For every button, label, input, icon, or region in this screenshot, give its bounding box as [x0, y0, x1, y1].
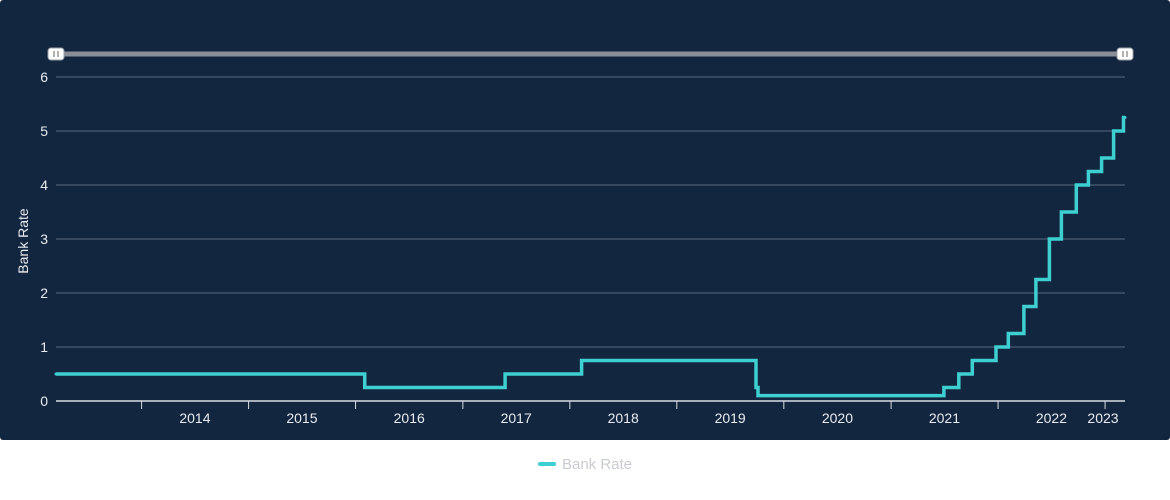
chart-panel: 0 1 2 3 4 5 6 2014 2015 2016 2017 2018 2019 2020 2021 2… [0, 0, 1170, 440]
x-tick-label: 2017 [501, 410, 532, 426]
x-tick-label: 2020 [822, 410, 853, 426]
x-tick-label: 2019 [715, 410, 746, 426]
y-tick-label: 3 [40, 231, 48, 247]
y-tick-label: 5 [40, 123, 48, 139]
data-point [957, 372, 961, 376]
x-tick-label: 2023 [1087, 410, 1118, 426]
data-point [1112, 129, 1116, 133]
y-tick-label: 0 [40, 393, 48, 409]
legend-label: Bank Rate [561, 455, 633, 473]
data-point [54, 372, 58, 376]
y-tick-label: 6 [40, 69, 48, 85]
data-point [942, 386, 946, 389]
data-point [1006, 332, 1010, 335]
navigator-handle-left[interactable] [47, 47, 65, 61]
y-axis-title: Bank Rate [15, 208, 31, 274]
x-tick-label: 2016 [394, 410, 425, 426]
legend: Bank Rate [0, 452, 1170, 476]
series-line-bank-rate [56, 115, 1126, 398]
data-point [1086, 170, 1090, 173]
data-point [363, 386, 367, 389]
legend-item-bank-rate[interactable]: Bank Rate [537, 455, 633, 473]
data-point [1047, 237, 1051, 241]
data-point [1074, 183, 1078, 187]
data-point [1123, 116, 1127, 119]
x-tick-label: 2014 [179, 410, 210, 426]
legend-swatch [537, 462, 556, 466]
y-tick-label: 2 [40, 285, 48, 301]
x-tick-label: 2015 [286, 410, 317, 426]
data-point [970, 359, 974, 362]
data-point [1022, 305, 1026, 308]
y-tick-label: 1 [40, 339, 48, 355]
data-point [1059, 210, 1063, 214]
x-tick-label: 2021 [929, 410, 960, 426]
data-point [580, 359, 584, 362]
data-point [756, 394, 760, 398]
data-point [503, 372, 507, 376]
data-point [1034, 278, 1038, 281]
x-tick-label: 2018 [608, 410, 639, 426]
x-tick-label: 2022 [1036, 410, 1067, 426]
data-point [754, 386, 758, 389]
data-point [1100, 156, 1104, 160]
bank-rate-chart: 0 1 2 3 4 5 6 2014 2015 2016 2017 2018 2019 2020 2021 2… [15, 47, 1134, 426]
data-point [994, 345, 998, 349]
y-tick-label: 4 [40, 177, 48, 193]
navigator-handle-right[interactable] [1116, 47, 1134, 61]
